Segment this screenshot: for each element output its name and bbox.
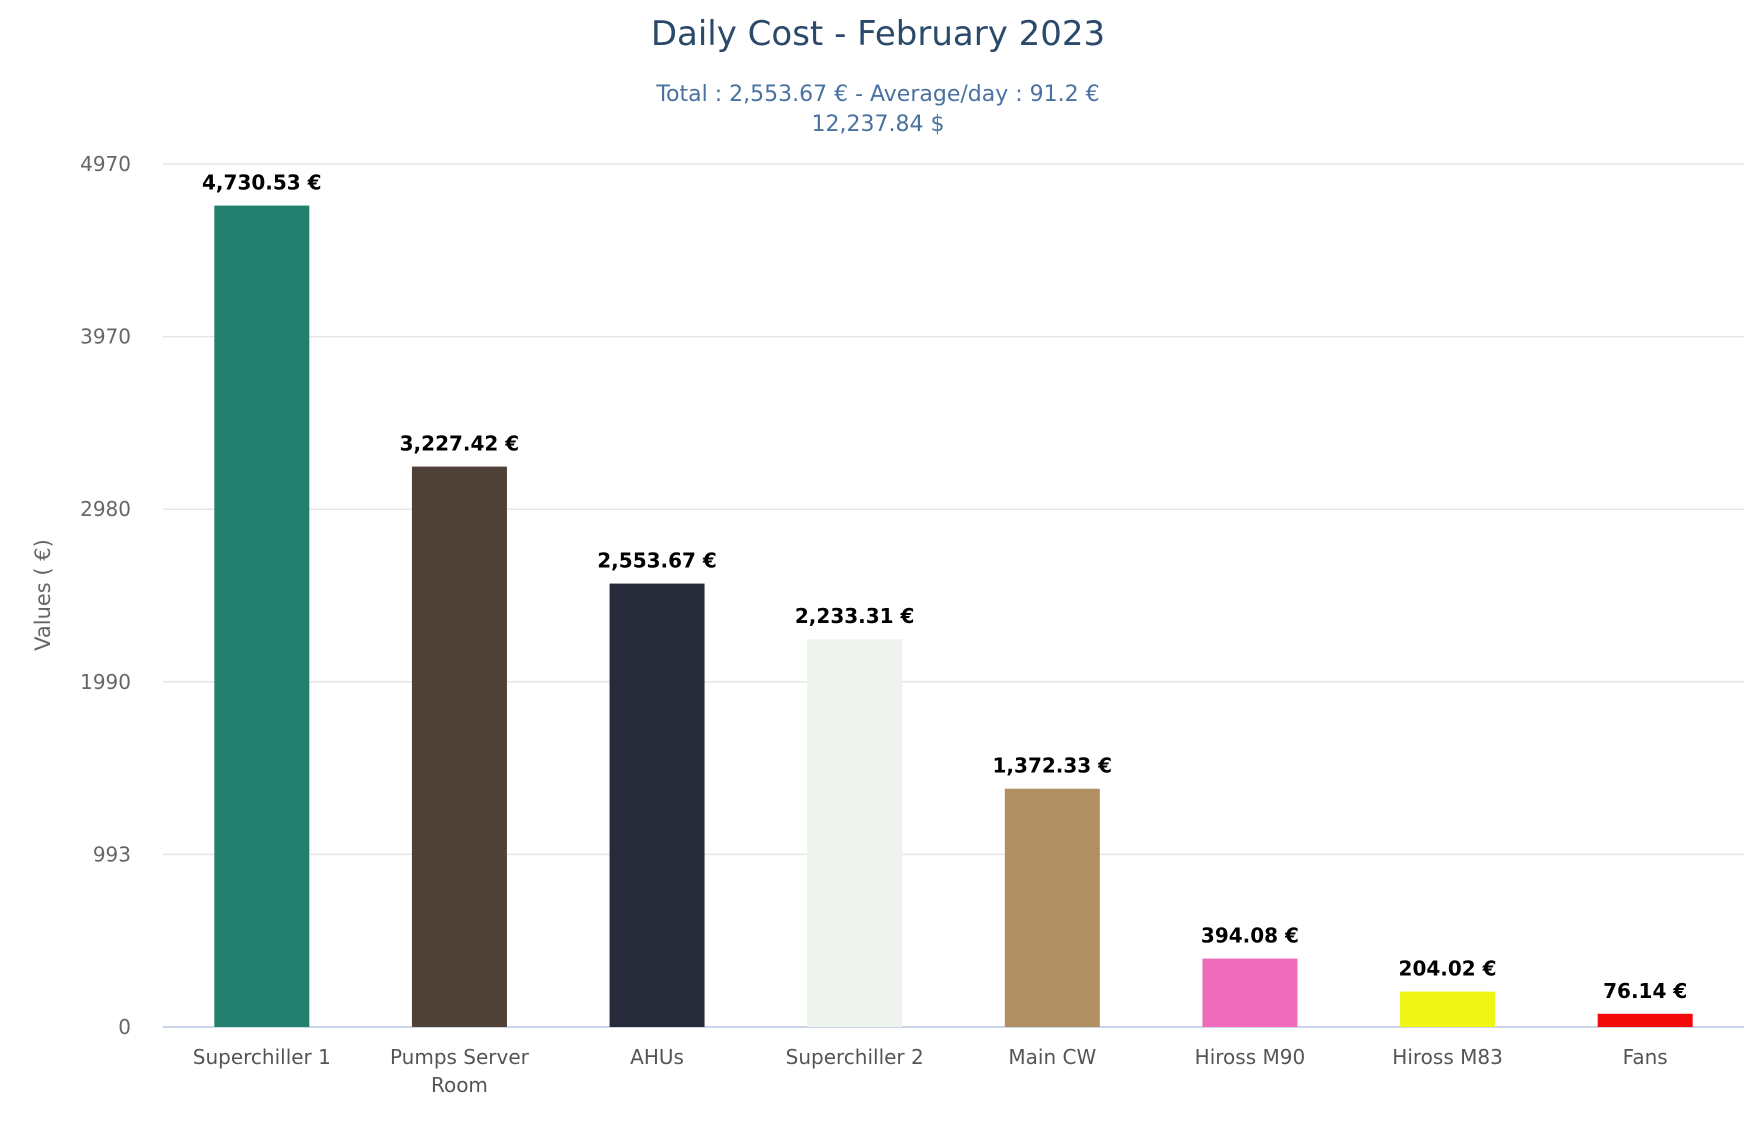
- chart-subtitle-totals: Total : 2,553.67 € - Average/day : 91.2 …: [656, 82, 1100, 107]
- x-category-label: Hiross M83: [1392, 1045, 1503, 1069]
- data-label: 204.02 €: [1399, 957, 1497, 981]
- bar[interactable]: [1597, 1013, 1693, 1027]
- bar[interactable]: [1400, 991, 1496, 1027]
- bar[interactable]: [214, 205, 310, 1027]
- data-label: 2,233.31 €: [795, 604, 915, 628]
- data-label: 76.14 €: [1603, 979, 1687, 1003]
- x-category-label: Main CW: [1008, 1045, 1096, 1069]
- chart-title: Daily Cost - February 2023: [650, 14, 1106, 54]
- bar[interactable]: [609, 583, 705, 1027]
- x-category-label: Hiross M90: [1195, 1045, 1306, 1069]
- bar[interactable]: [1004, 788, 1100, 1027]
- y-axis-label: Values ( €): [31, 539, 55, 651]
- y-tick-label: 2980: [80, 497, 131, 521]
- data-label: 3,227.42 €: [400, 432, 520, 456]
- y-tick-label: 993: [93, 842, 131, 866]
- data-label: 2,553.67 €: [597, 549, 717, 573]
- bar[interactable]: [411, 466, 507, 1027]
- chart-subtitle-usd: 12,237.84 $: [811, 112, 945, 137]
- data-label: 1,372.33 €: [993, 754, 1113, 778]
- x-category-label: Pumps Server Room: [390, 1045, 530, 1097]
- x-category-label: Fans: [1623, 1045, 1668, 1069]
- bar[interactable]: [807, 639, 903, 1027]
- bar[interactable]: [1202, 958, 1298, 1027]
- y-tick-label: 3970: [80, 325, 131, 349]
- data-label: 394.08 €: [1201, 924, 1299, 948]
- y-tick-label: 1990: [80, 670, 131, 694]
- x-category-label: Superchiller 1: [193, 1045, 331, 1069]
- data-label: 4,730.53 €: [202, 171, 322, 195]
- y-tick-label: 0: [118, 1015, 131, 1039]
- y-tick-label: 4970: [80, 152, 131, 176]
- x-category-label: Superchiller 2: [786, 1045, 924, 1069]
- x-category-label: AHUs: [630, 1045, 684, 1069]
